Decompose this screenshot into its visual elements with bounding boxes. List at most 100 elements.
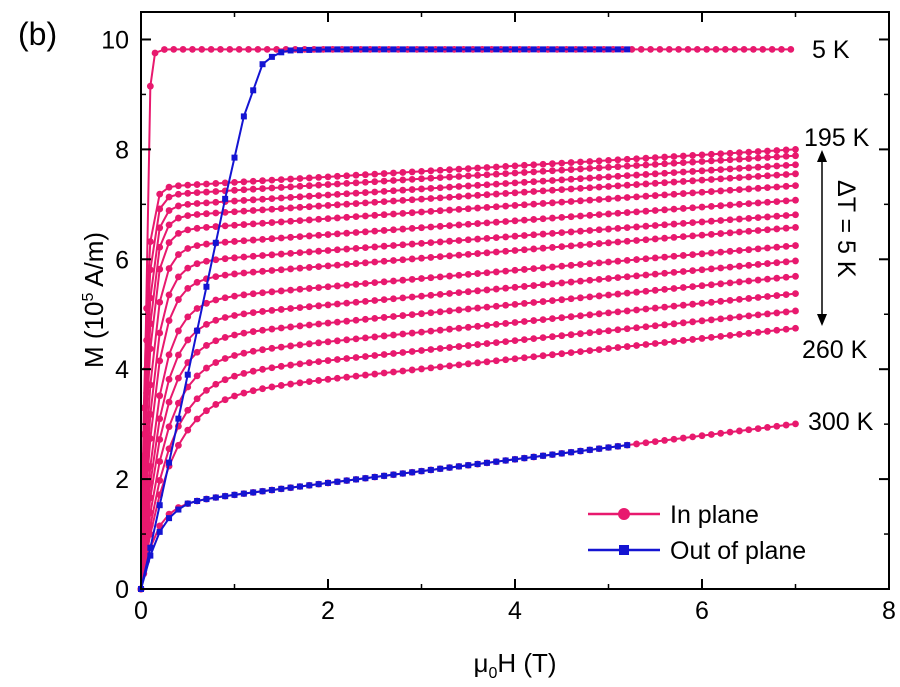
data-point [642,271,650,279]
data-point [352,280,360,288]
data-point [352,171,360,179]
data-point [259,61,266,68]
data-point [464,360,472,368]
data-point [502,267,510,275]
data-point [689,251,697,259]
label-300k: 300 K [808,408,874,436]
data-point [754,172,762,180]
data-point [184,406,192,414]
data-point [464,250,472,258]
data-point [179,45,187,53]
data-point [259,365,266,373]
data-point [147,544,154,551]
data-point [221,222,229,230]
data-point [568,449,575,456]
data-point [605,327,612,335]
data-point [492,234,500,242]
data-point [707,157,715,165]
data-point [661,234,668,242]
data-point [586,46,593,53]
data-point [193,305,201,312]
data-point [483,164,491,171]
data-point [259,252,266,259]
data-point [240,221,248,228]
data-point [595,346,603,353]
data-point [754,184,762,192]
data-point [333,201,341,209]
data-point [492,170,500,178]
data-point [558,166,566,174]
data-point [661,437,668,444]
data-point [567,295,575,303]
data-point [380,187,388,195]
data-point [212,296,220,304]
data-point [156,298,164,306]
data-point [277,287,285,295]
data-point [782,212,790,219]
data-point [474,46,481,53]
data-point [773,422,781,430]
data-point [586,347,594,355]
data-point [343,245,351,253]
data-point [605,173,612,181]
data-point [661,206,668,214]
data-point [520,283,528,290]
data-point [651,207,659,214]
data-point [623,155,631,163]
data-point [792,170,799,178]
data-point [736,200,743,208]
data-point [605,210,612,218]
data-point [259,206,266,214]
data-point [408,175,416,183]
data-point [689,204,697,212]
data-point [455,193,463,200]
data-point [614,274,622,282]
data-point [614,308,622,316]
data-point [595,292,603,300]
data-point [511,189,519,197]
data-point [254,45,262,53]
data-point [268,364,276,372]
data-point [670,268,678,276]
data-point [193,260,201,268]
data-point [353,476,360,483]
data-point [203,496,210,503]
data-point [240,253,248,261]
data-point [726,156,734,164]
data-point [427,346,435,353]
data-point [782,146,790,154]
data-point [324,357,332,364]
in-plane-210k [137,170,799,593]
data-point [614,326,622,334]
data-point [362,371,369,379]
data-point [249,309,257,316]
data-point [193,224,201,232]
data-point [707,202,715,210]
y-tick-label: 8 [115,136,129,164]
data-point [446,222,453,230]
data-point [483,219,491,227]
data-point [539,187,547,195]
data-point [773,259,781,267]
data-point [446,206,453,214]
data-point [231,154,238,161]
data-point [231,491,238,498]
data-point [151,49,159,57]
data-point [651,322,659,330]
data-point [792,324,799,332]
data-point [362,334,369,342]
data-point [371,258,379,266]
data-point [287,233,294,241]
data-curves [137,45,799,593]
data-point [399,276,407,284]
data-point [689,232,697,240]
data-point [184,212,192,220]
data-point [324,375,332,383]
data-point [661,191,668,199]
data-point [492,180,500,188]
data-point [633,223,640,231]
data-point [399,46,406,53]
data-point [390,197,397,205]
data-point [623,162,631,170]
data-point [240,329,248,337]
